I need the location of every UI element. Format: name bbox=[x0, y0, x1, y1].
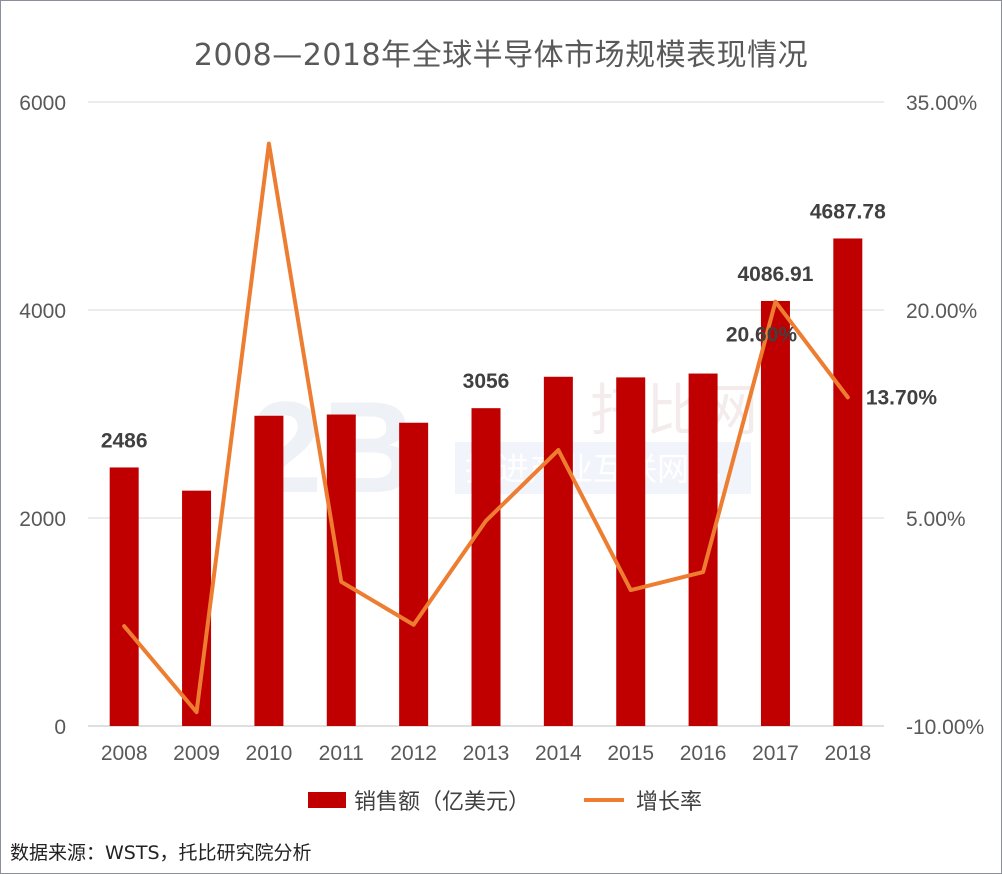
line-point-2013 bbox=[484, 519, 488, 523]
left-axis-tick-label: 4000 bbox=[19, 300, 66, 323]
bar-2010 bbox=[254, 415, 284, 726]
bar-series bbox=[109, 238, 863, 726]
bar-2014 bbox=[543, 376, 573, 726]
right-axis-tick-label: 20.00% bbox=[906, 300, 977, 323]
legend-line-swatch bbox=[584, 798, 624, 802]
axes: 0 2000 4000 6000 -10.00% 5.00% 20.00% 35.00% 200… bbox=[19, 92, 984, 765]
bar-2015 bbox=[616, 377, 646, 726]
data-label: 3056 bbox=[463, 370, 510, 393]
x-axis-tick-label: 2009 bbox=[173, 742, 220, 765]
line-point-2010 bbox=[267, 142, 271, 146]
data-label: 4086.91 bbox=[737, 263, 813, 286]
bar-2018 bbox=[833, 238, 863, 726]
x-axis-tick-label: 2015 bbox=[607, 742, 654, 765]
bar-2013 bbox=[471, 408, 501, 726]
legend-item-sales: 销售额（亿美元） bbox=[308, 784, 530, 816]
legend: 销售额（亿美元） 增长率 bbox=[0, 784, 1002, 816]
data-label: 4687.78 bbox=[810, 200, 886, 223]
right-axis-tick-label: -10.00% bbox=[906, 716, 984, 739]
line-series bbox=[122, 141, 850, 715]
line-point-2016 bbox=[701, 570, 705, 574]
left-axis-tick-label: 2000 bbox=[19, 508, 66, 531]
watermark-slogan: 推进产业互联网化 bbox=[465, 450, 721, 488]
data-label: 13.70% bbox=[866, 386, 938, 409]
bar-2016 bbox=[688, 373, 718, 726]
line-point-2014 bbox=[556, 448, 560, 452]
data-label: 20.60% bbox=[726, 324, 798, 347]
bar-2008 bbox=[109, 467, 139, 726]
x-axis-tick-label: 2012 bbox=[390, 742, 437, 765]
source-note: 数据来源：WSTS，托比研究院分析 bbox=[10, 842, 312, 864]
data-labels: 2486 3056 4086.91 4687.78 20.60% 13.70% bbox=[101, 200, 938, 452]
line-point-2012 bbox=[412, 623, 416, 627]
line-point-2011 bbox=[339, 580, 343, 584]
line-point-2009 bbox=[195, 710, 199, 714]
left-axis-tick-label: 0 bbox=[54, 716, 66, 739]
legend-label-growth: 增长率 bbox=[636, 790, 703, 815]
legend-label-sales: 销售额（亿美元） bbox=[354, 790, 531, 815]
x-axis-tick-label: 2018 bbox=[824, 742, 871, 765]
line-point-2015 bbox=[629, 588, 633, 592]
x-axis-tick-label: 2010 bbox=[246, 742, 293, 765]
right-axis-tick-label: 35.00% bbox=[906, 92, 977, 115]
bar-2009 bbox=[182, 490, 212, 726]
watermark-cn: 托比网 bbox=[590, 379, 758, 444]
left-axis-tick-label: 6000 bbox=[19, 92, 66, 115]
bar-2017 bbox=[760, 300, 790, 726]
chart-title: 2008—2018年全球半导体市场规模表现情况 bbox=[193, 38, 809, 73]
x-axis-tick-label: 2016 bbox=[680, 742, 727, 765]
x-axis-tick-label: 2014 bbox=[535, 742, 582, 765]
x-axis-tick-label: 2008 bbox=[101, 742, 148, 765]
line-point-2017 bbox=[773, 300, 777, 304]
x-axis-tick-label: 2013 bbox=[463, 742, 510, 765]
legend-item-growth: 增长率 bbox=[584, 784, 702, 816]
line-point-2018 bbox=[846, 395, 850, 399]
data-label: 2486 bbox=[101, 429, 148, 452]
line-point-2008 bbox=[122, 624, 126, 628]
right-axis-tick-label: 5.00% bbox=[906, 508, 966, 531]
x-axis-tick-label: 2011 bbox=[319, 742, 364, 765]
x-axis-tick-label: 2017 bbox=[752, 742, 799, 765]
legend-bar-swatch bbox=[308, 792, 346, 808]
bar-2012 bbox=[399, 422, 429, 726]
